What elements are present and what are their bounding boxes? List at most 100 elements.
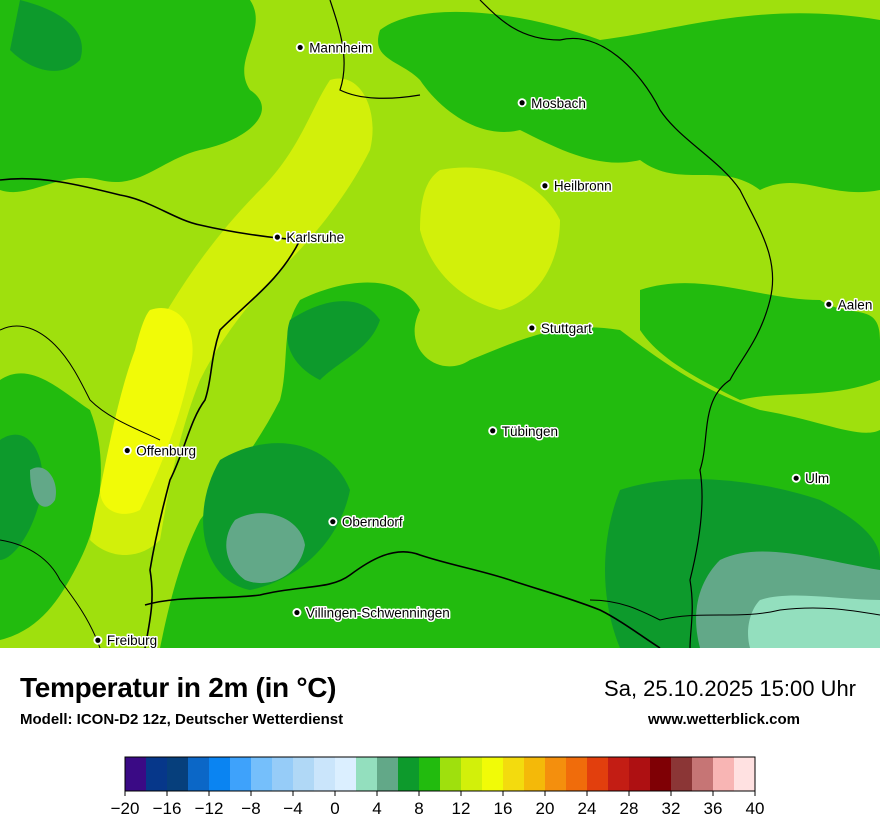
legend-swatches — [124, 756, 756, 792]
city-marker: Karlsruhe — [272, 229, 346, 247]
city-dot — [274, 234, 280, 240]
city-dot — [542, 183, 548, 189]
legend-swatch — [524, 757, 546, 791]
legend-swatch — [125, 757, 147, 791]
city-dot — [294, 609, 300, 616]
temp-zone-stuttgart-warm — [420, 167, 560, 310]
legend-frame — [124, 756, 756, 792]
legend-tick-label: 40 — [746, 799, 765, 818]
map-title: Temperatur in 2m (in °C) — [20, 672, 337, 703]
legend-swatch — [545, 757, 567, 791]
city-dot — [519, 100, 525, 106]
city-marker: Mosbach — [517, 94, 587, 112]
city-marker: Freiburg — [93, 632, 159, 648]
legend-swatch — [629, 757, 651, 791]
legend-tick-label: 24 — [578, 799, 597, 818]
legend-tick-label: 28 — [620, 799, 639, 818]
city-marker: Oberndorf — [328, 513, 404, 531]
city-dot — [330, 519, 336, 525]
legend-swatch — [482, 757, 504, 791]
legend-swatch — [209, 757, 231, 791]
country-border-france — [0, 177, 302, 648]
city-marker: Tübingen — [488, 422, 560, 440]
temp-zone-dark-1 — [287, 301, 380, 380]
city-label: Oberndorf — [342, 515, 403, 530]
temp-zone-east — [640, 283, 880, 400]
state-border-east — [479, 0, 774, 648]
legend-tick-label: 20 — [536, 799, 555, 818]
legend-swatch — [419, 757, 441, 791]
forecast-datetime: Sa, 25.10.2025 15:00 Uhr — [604, 676, 856, 701]
city-label: Heilbronn — [554, 179, 612, 194]
legend-swatch — [398, 757, 420, 791]
city-label: Karlsruhe — [286, 230, 344, 245]
legend-tick-label: −16 — [153, 799, 182, 818]
city-marker: Mannheim — [295, 39, 374, 57]
region-border-west — [0, 325, 161, 441]
legend-swatch — [293, 757, 315, 791]
color-legend: −20 −16 −12 −8 −4 0 4 8 12 16 20 24 28 32 36 40 — [111, 756, 765, 818]
city-marker: Aalen — [824, 296, 874, 314]
city-dot — [95, 637, 101, 643]
city-marker: Offenburg — [122, 442, 198, 460]
legend-swatch — [671, 757, 693, 791]
legend-swatch — [503, 757, 525, 791]
temperature-map: Mannheim Mosbach Heilbronn Karlsruhe Aalen St… — [0, 0, 880, 648]
city-marker: Heilbronn — [540, 177, 613, 195]
legend-swatch — [335, 757, 357, 791]
temp-zone-rhine-core — [100, 308, 193, 514]
legend-swatch — [146, 757, 168, 791]
temp-zone-cool-1 — [226, 513, 305, 584]
legend-swatch — [356, 757, 378, 791]
legend-ticks: −20 −16 −12 −8 −4 0 4 8 12 16 20 24 28 32 36 40 — [111, 791, 765, 818]
city-marker: Villingen-Schwenningen — [292, 604, 451, 622]
legend-tick-label: 4 — [372, 799, 381, 818]
city-label: Stuttgart — [541, 321, 592, 336]
city-labels: Mannheim Mosbach Heilbronn Karlsruhe Aalen St… — [93, 39, 874, 648]
legend-swatch — [566, 757, 588, 791]
legend-swatch — [713, 757, 735, 791]
temp-zone-cool-4 — [30, 467, 56, 507]
legend-swatch — [608, 757, 630, 791]
city-dot — [297, 44, 303, 51]
city-dot — [529, 325, 535, 331]
city-label: Ulm — [805, 471, 829, 486]
city-label: Tübingen — [502, 424, 558, 439]
legend-tick-label: −8 — [241, 799, 260, 818]
legend-tick-label: −4 — [283, 799, 302, 818]
legend-tick-label: 12 — [452, 799, 471, 818]
temp-zone-north — [378, 11, 880, 193]
region-border-southwest — [0, 539, 101, 648]
state-border-north — [329, 0, 421, 99]
city-label: Mannheim — [309, 40, 372, 55]
footer-panel: Temperatur in 2m (in °C) Modell: ICON-D2… — [0, 648, 880, 830]
region-border-lake — [589, 599, 880, 621]
legend-swatch — [314, 757, 336, 791]
city-label: Offenburg — [136, 444, 196, 459]
legend-swatch — [167, 757, 189, 791]
city-label: Aalen — [838, 297, 873, 312]
legend-tick-label: −12 — [195, 799, 224, 818]
legend-tick-label: −20 — [111, 799, 140, 818]
legend-swatch — [230, 757, 252, 791]
legend-swatch — [692, 757, 714, 791]
legend-tick-label: 32 — [662, 799, 681, 818]
website-link[interactable]: www.wetterblick.com — [648, 711, 800, 728]
legend-swatch — [461, 757, 483, 791]
legend-swatch — [188, 757, 210, 791]
country-border-switzerland — [144, 551, 661, 648]
legend-tick-label: 0 — [330, 799, 339, 818]
city-marker: Ulm — [791, 470, 831, 488]
legend-tick-label: 8 — [414, 799, 423, 818]
temp-zone-cool-3 — [748, 595, 880, 648]
city-dot — [793, 475, 799, 481]
legend-swatch — [650, 757, 672, 791]
city-dot — [490, 428, 496, 434]
legend-swatch — [377, 757, 399, 791]
city-label: Freiburg — [107, 633, 157, 648]
city-marker: Stuttgart — [527, 320, 594, 338]
legend-swatch — [587, 757, 609, 791]
city-dot — [124, 447, 130, 454]
temp-zone-dark-4 — [10, 0, 82, 71]
legend-swatch — [734, 757, 756, 791]
